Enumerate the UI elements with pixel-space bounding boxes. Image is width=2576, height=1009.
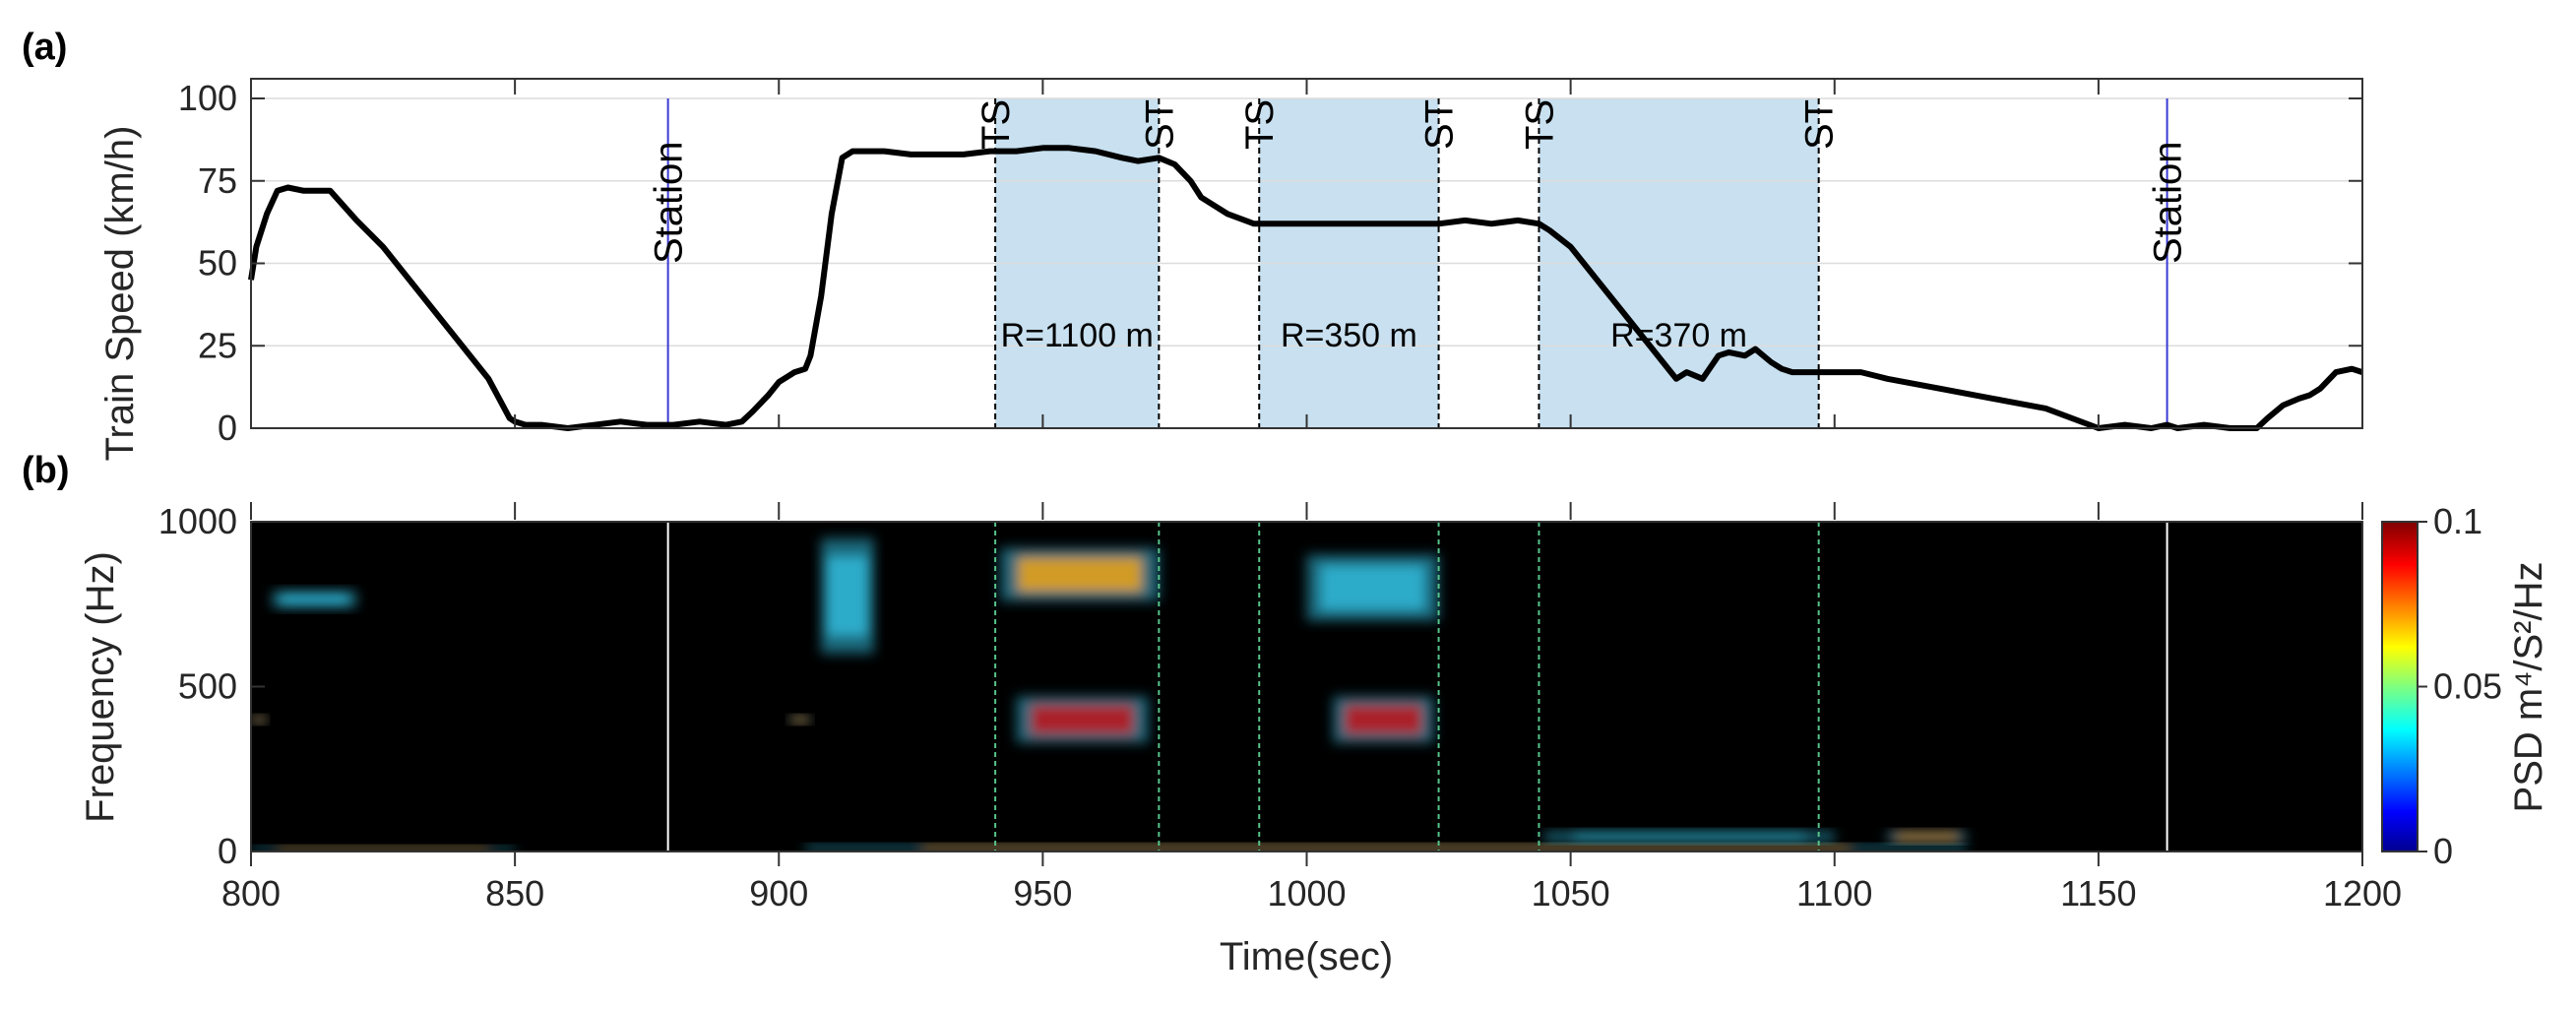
spectrogram-chart: 0 500 1000 800 850 900 950 1000 1050 1100 1150 1200… [79, 501, 2550, 978]
ts-label-2: TS [1238, 99, 1282, 150]
radius-label-2: R=350 m [1281, 317, 1417, 354]
spectrogram-hotspots [251, 537, 1967, 851]
ytick-label-a-0: 0 [218, 408, 237, 448]
xtick-label-1050: 1050 [1532, 873, 1610, 914]
hotspot-3 [1000, 547, 1160, 601]
radius-label-1: R=1100 m [1001, 317, 1154, 354]
ytick-label-a-50: 50 [198, 243, 237, 284]
panel-label-a: (a) [22, 27, 67, 68]
hotspot-core-2 [1343, 703, 1424, 736]
speed-axis-ticks: 0 25 50 75 100 [178, 78, 2363, 448]
station-label-2: Station [2147, 141, 2190, 264]
spectrogram-axis-ticks: 0 500 1000 800 850 900 950 1000 1050 1100 1150 1200 [158, 501, 2402, 914]
hotspot-9 [805, 845, 1967, 851]
frequency-ylabel: Frequency (Hz) [79, 551, 122, 823]
ts-label-3: TS [1518, 99, 1561, 150]
colorbar-label: PSD m⁴/S²/Hz [2507, 562, 2550, 813]
hotspot-core-8 [281, 593, 348, 605]
xtick-label-1100: 1100 [1796, 873, 1872, 914]
speed-ylabel: Train Speed (km/h) [98, 126, 142, 462]
st-label-3: ST [1798, 99, 1842, 150]
colorbar-tick-label-2: 0.1 [2433, 501, 2482, 541]
ytick-label-a-25: 25 [198, 325, 237, 365]
xtick-label-800: 800 [221, 873, 281, 914]
hotspot-6 [788, 716, 811, 724]
hotspot-8 [272, 591, 357, 608]
colorbar [2381, 521, 2419, 852]
hotspot-core-4 [1319, 564, 1426, 611]
hotspot-5 [821, 537, 874, 654]
hotspot-core-6 [791, 717, 809, 723]
xtick-label-950: 950 [1013, 873, 1072, 914]
ytick-label-b-1000: 1000 [158, 501, 237, 541]
xtick-label-1200: 1200 [2323, 873, 2402, 914]
hotspot-4 [1306, 554, 1439, 621]
ytick-label-b-0: 0 [218, 831, 237, 871]
hotspot-1 [1016, 696, 1149, 743]
ytick-label-a-75: 75 [198, 160, 237, 201]
hotspot-core-9 [921, 846, 1851, 851]
colorbar-tick-label-1: 0.05 [2433, 666, 2502, 707]
xtick-label-1150: 1150 [2060, 873, 2136, 914]
hotspot-12 [1887, 831, 1967, 842]
hotspot-core-1 [1029, 703, 1136, 736]
hotspot-2 [1333, 696, 1434, 743]
hotspot-core-12 [1895, 833, 1959, 841]
colorbar-tick-label-0: 0 [2433, 831, 2453, 871]
radius-label-3: R=370 m [1610, 317, 1747, 354]
ytick-label-a-100: 100 [178, 78, 237, 118]
colorbar-ticks: 0 0.05 0.1 [2418, 501, 2502, 871]
hotspot-core-7 [252, 717, 266, 723]
time-xlabel: Time(sec) [1220, 935, 1393, 978]
hotspot-core-10 [277, 847, 489, 851]
ytick-label-b-500: 500 [178, 666, 237, 707]
st-label-2: ST [1418, 99, 1462, 150]
st-label-1: ST [1138, 99, 1181, 150]
hotspot-11 [1543, 831, 1835, 842]
region-labels: TS ST R=1100 m TS ST R=350 m TS ST R=370 m Statio… [648, 99, 2190, 354]
ts-label-1: TS [974, 99, 1018, 150]
spectrogram-marker-lines [666, 522, 2168, 851]
hotspot-core-3 [1016, 555, 1144, 594]
hotspot-7 [251, 716, 268, 724]
xtick-label-1000: 1000 [1267, 873, 1346, 914]
hotspot-core-11 [1573, 833, 1806, 841]
station-label-1: Station [648, 141, 691, 264]
xtick-label-900: 900 [749, 873, 808, 914]
xtick-label-850: 850 [485, 873, 544, 914]
panel-label-b: (b) [22, 450, 70, 491]
hotspot-core-5 [826, 555, 869, 637]
speed-chart: TS ST R=1100 m TS ST R=350 m TS ST R=370 m Statio… [98, 78, 2363, 462]
hotspot-10 [251, 846, 516, 851]
